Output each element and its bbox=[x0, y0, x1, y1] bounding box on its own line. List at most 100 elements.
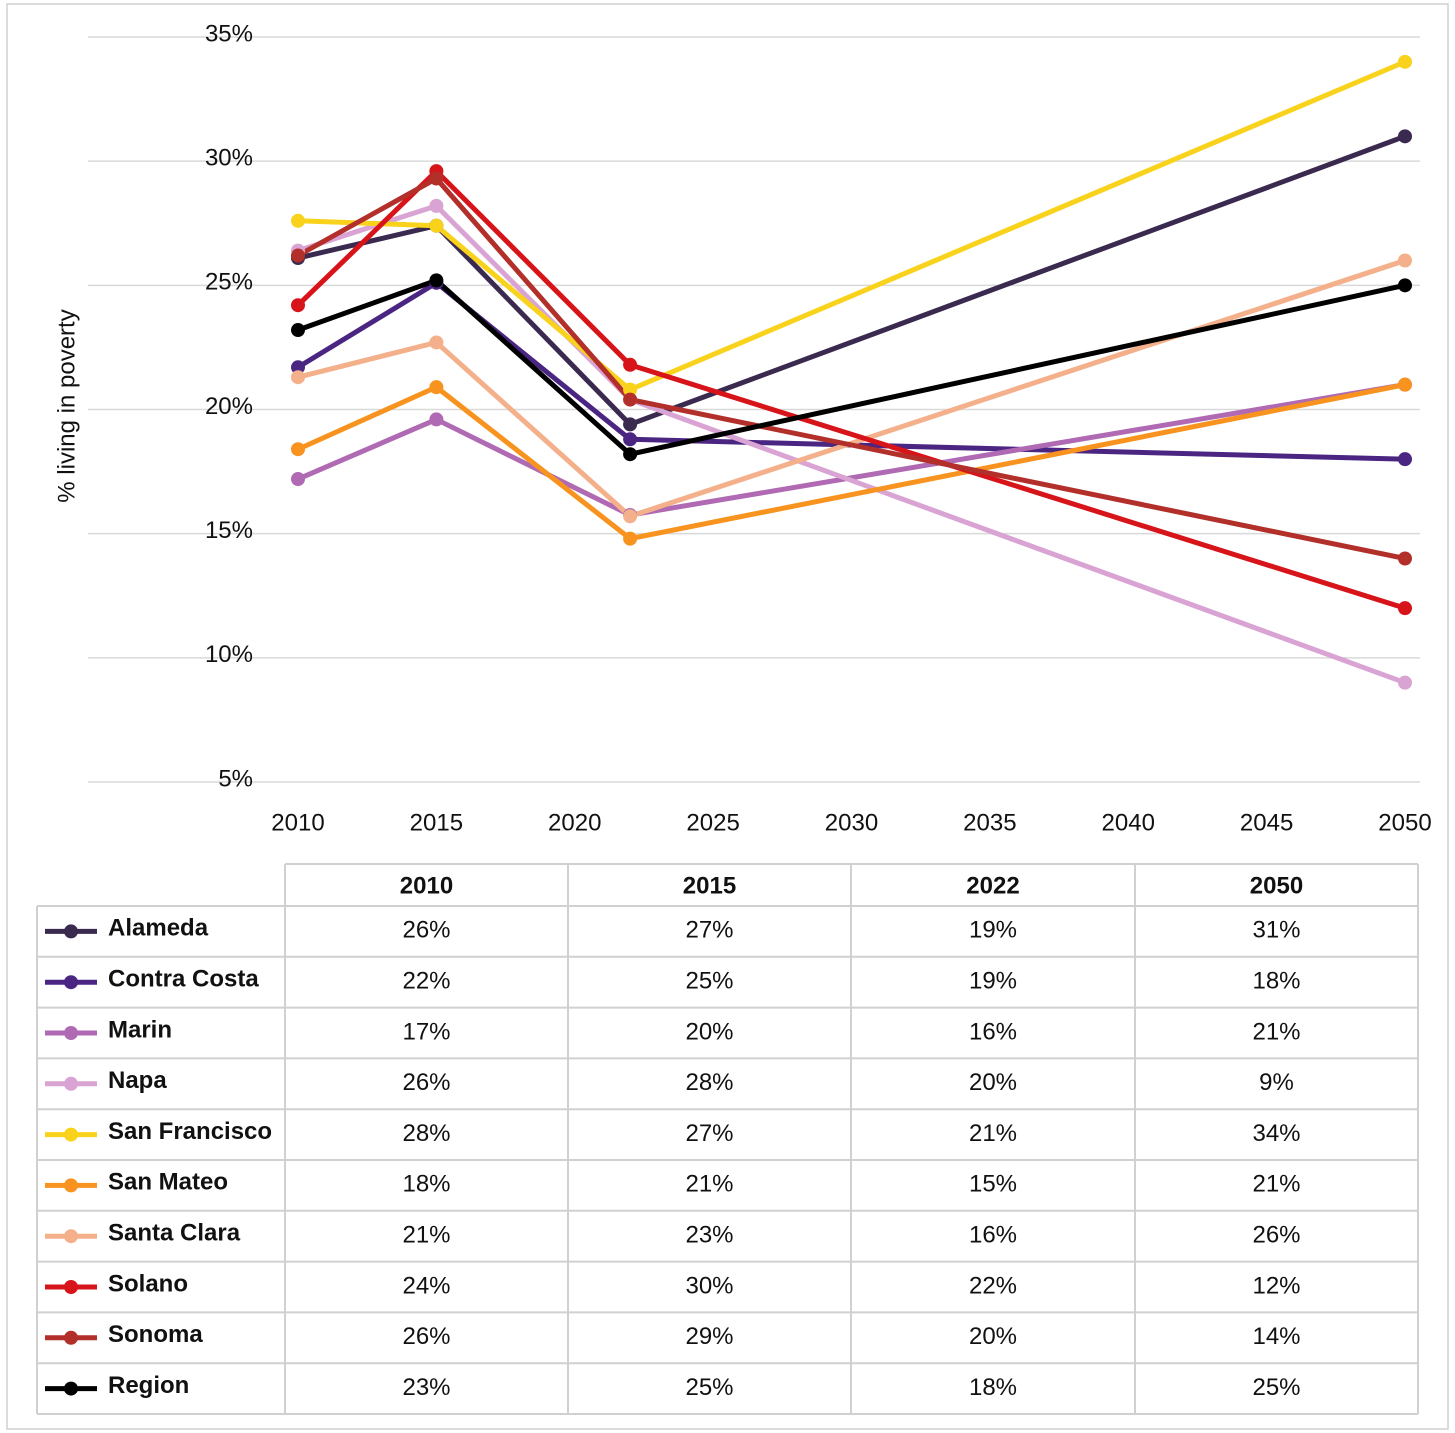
point bbox=[429, 273, 444, 288]
table-cell: 19% bbox=[969, 968, 1017, 995]
series-line bbox=[297, 133, 1406, 427]
table-cell: 22% bbox=[969, 1272, 1017, 1299]
legend-label: Napa bbox=[108, 1067, 167, 1094]
x-tick-label: 2015 bbox=[410, 809, 463, 836]
table-cell: 21% bbox=[969, 1120, 1017, 1147]
x-tick-label: 2025 bbox=[686, 809, 739, 836]
table-header: 2022 bbox=[966, 872, 1019, 899]
point bbox=[623, 382, 638, 397]
point bbox=[429, 218, 444, 233]
legend-label: San Mateo bbox=[108, 1169, 228, 1196]
table-cell: 21% bbox=[1252, 1171, 1300, 1198]
table-cell: 22% bbox=[402, 968, 450, 995]
series-line bbox=[297, 258, 1406, 519]
point bbox=[429, 412, 444, 427]
series-line bbox=[297, 382, 1406, 518]
point bbox=[1398, 452, 1412, 467]
point bbox=[429, 198, 444, 213]
table-cell: 25% bbox=[685, 1374, 733, 1401]
legend-label: Santa Clara bbox=[108, 1220, 241, 1247]
point bbox=[1398, 253, 1412, 268]
point bbox=[1398, 675, 1412, 690]
table-cell: 19% bbox=[969, 917, 1017, 944]
legend-swatch-dot bbox=[64, 1076, 78, 1091]
table-cell: 9% bbox=[1259, 1069, 1294, 1096]
point bbox=[291, 472, 305, 487]
legend-swatch-dot bbox=[64, 1178, 78, 1193]
table-cell: 23% bbox=[402, 1374, 450, 1401]
table-cell: 34% bbox=[1252, 1120, 1300, 1147]
table-header: 2010 bbox=[400, 872, 453, 899]
point bbox=[623, 509, 638, 524]
y-tick-label: 15% bbox=[205, 517, 253, 544]
table-cell: 26% bbox=[402, 917, 450, 944]
legend-swatch-dot bbox=[64, 924, 78, 939]
y-tick-label: 20% bbox=[205, 393, 253, 420]
table-cell: 25% bbox=[1252, 1374, 1300, 1401]
y-tick-label: 30% bbox=[205, 145, 253, 172]
series-line bbox=[297, 203, 1406, 686]
point bbox=[291, 442, 305, 457]
series-line bbox=[297, 59, 1406, 393]
table-header: 2050 bbox=[1250, 872, 1303, 899]
y-axis-label: % living in poverty bbox=[53, 309, 80, 502]
point bbox=[291, 360, 305, 375]
table-cell: 28% bbox=[685, 1069, 733, 1096]
x-tick-label: 2045 bbox=[1240, 809, 1293, 836]
table-cell: 26% bbox=[1252, 1222, 1300, 1249]
table-cell: 21% bbox=[1252, 1018, 1300, 1045]
legend-label: Region bbox=[108, 1372, 189, 1399]
table-cell: 25% bbox=[685, 968, 733, 995]
y-tick-label: 35% bbox=[205, 20, 253, 47]
x-tick-label: 2010 bbox=[271, 809, 324, 836]
table-cell: 21% bbox=[402, 1222, 450, 1249]
point bbox=[1398, 278, 1412, 293]
legend-label: Alameda bbox=[108, 915, 209, 942]
table-cell: 15% bbox=[969, 1171, 1017, 1198]
legend-swatch-dot bbox=[64, 1280, 78, 1294]
table-cell: 16% bbox=[969, 1222, 1017, 1249]
table-cell: 26% bbox=[402, 1069, 450, 1096]
point bbox=[291, 370, 305, 385]
table-cell: 18% bbox=[969, 1374, 1017, 1401]
point bbox=[291, 248, 305, 263]
table-cell: 16% bbox=[969, 1018, 1017, 1045]
table-cell: 18% bbox=[402, 1171, 450, 1198]
legend-swatch-dot bbox=[64, 1330, 78, 1345]
point bbox=[623, 447, 638, 462]
legend-swatch-dot bbox=[64, 1127, 78, 1142]
legend-label: San Francisco bbox=[108, 1118, 272, 1145]
point bbox=[429, 335, 444, 350]
x-tick-label: 2035 bbox=[963, 809, 1016, 836]
series-line bbox=[296, 168, 1406, 611]
legend-label: Solano bbox=[108, 1270, 188, 1297]
point bbox=[623, 417, 638, 432]
legend-swatch-dot bbox=[64, 1026, 78, 1040]
point bbox=[1398, 129, 1412, 144]
point bbox=[1398, 601, 1412, 616]
legend-swatch-dot bbox=[64, 1381, 78, 1396]
table-cell: 23% bbox=[685, 1222, 733, 1249]
table-cell: 27% bbox=[685, 1120, 733, 1147]
series-line bbox=[296, 382, 1406, 542]
point bbox=[291, 298, 305, 313]
point bbox=[623, 531, 638, 546]
point bbox=[429, 171, 444, 186]
table-cell: 14% bbox=[1252, 1323, 1300, 1350]
point bbox=[1398, 54, 1412, 69]
point bbox=[291, 213, 305, 228]
point bbox=[1398, 551, 1412, 566]
table-cell: 31% bbox=[1252, 917, 1300, 944]
point bbox=[623, 432, 638, 447]
frame bbox=[6, 3, 1449, 1430]
x-tick-label: 2030 bbox=[825, 809, 878, 836]
table-cell: 30% bbox=[685, 1272, 733, 1299]
table-cell: 20% bbox=[969, 1323, 1017, 1350]
series-line bbox=[296, 176, 1406, 561]
table-cell: 28% bbox=[402, 1120, 450, 1147]
x-tick-label: 2020 bbox=[548, 809, 601, 836]
series-line bbox=[297, 277, 1406, 457]
x-tick-label: 2050 bbox=[1378, 809, 1431, 836]
point bbox=[1398, 377, 1412, 392]
